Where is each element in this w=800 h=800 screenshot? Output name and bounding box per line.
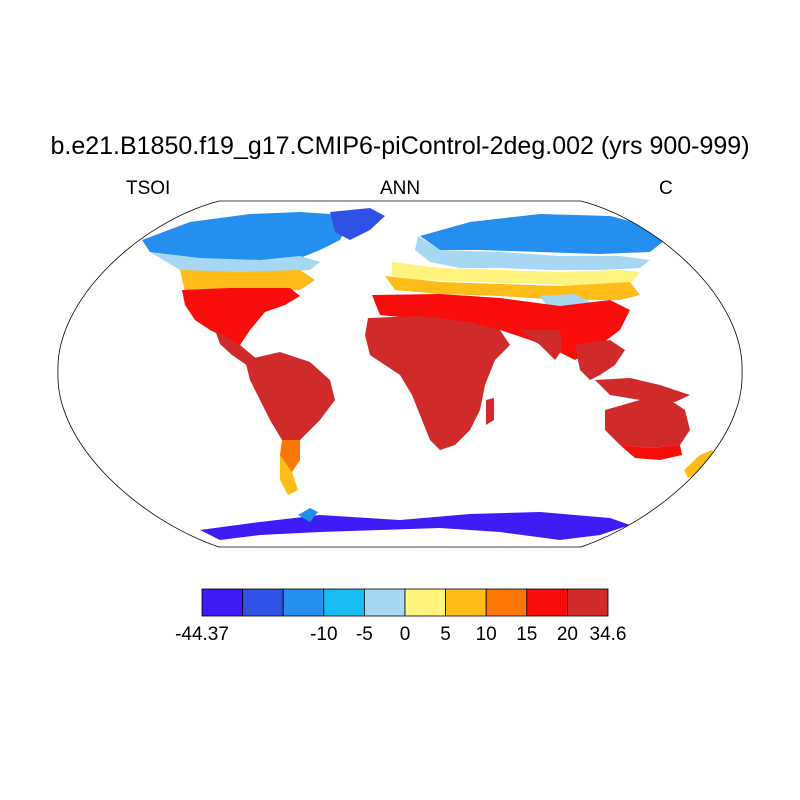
middle-east-asia-hot [372,294,630,360]
greenland [330,208,385,240]
colorbar-tick-label: -44.37 [175,624,229,645]
colorbar [201,588,609,617]
new-zealand [684,450,716,478]
colorbar-tick-label: 5 [440,624,451,645]
south-america-tip [280,455,298,495]
colorbar-swatch [201,588,243,617]
eurasia-cool [415,236,650,270]
colorbar-tick-label: 34.6 [589,624,627,645]
colorbar-tick-label: -10 [310,624,338,645]
north-america-cool [150,252,320,274]
units-label: C [659,178,673,199]
colorbar-swatch [323,588,365,617]
colorbar-tick-label: 10 [475,624,497,645]
eurasia-warm [385,276,640,300]
colorbar-swatch [282,588,325,617]
plot-title: b.e21.B1850.f19_g17.CMIP6-piControl-2deg… [50,132,750,160]
eurasia-mild [392,262,640,286]
colorbar-swatch [445,588,487,617]
australia-hot [605,400,690,448]
colorbar-swatch [567,588,609,617]
antarctica [200,512,630,540]
africa [365,316,510,450]
se-asia [575,340,625,380]
australia-south [620,445,682,460]
north-america-warm [182,288,300,345]
colorbar-tick-label: 15 [516,624,538,645]
globe-outline [57,200,743,548]
madagascar [486,398,494,425]
north-america-cold [142,212,350,262]
south-america-hot [245,352,335,450]
season-label: ANN [379,178,421,199]
maritime-continent [595,378,690,402]
colorbar-swatch [404,588,446,617]
colorbar-tick-label: 20 [556,624,578,645]
variable-label: TSOI [126,178,171,199]
colorbar-swatch [242,588,284,617]
colorbar-swatch [363,588,406,617]
eurasia-cold [420,214,665,254]
colorbar-tick-label: 0 [399,624,411,645]
colorbar-swatch [485,588,528,617]
colorbar-swatch [526,588,568,617]
land-fill [142,208,716,540]
colorbar-tick-label: -5 [355,624,373,645]
south-asia [520,330,562,360]
antarctic-peninsula [298,508,318,522]
north-america-mild [180,270,315,292]
